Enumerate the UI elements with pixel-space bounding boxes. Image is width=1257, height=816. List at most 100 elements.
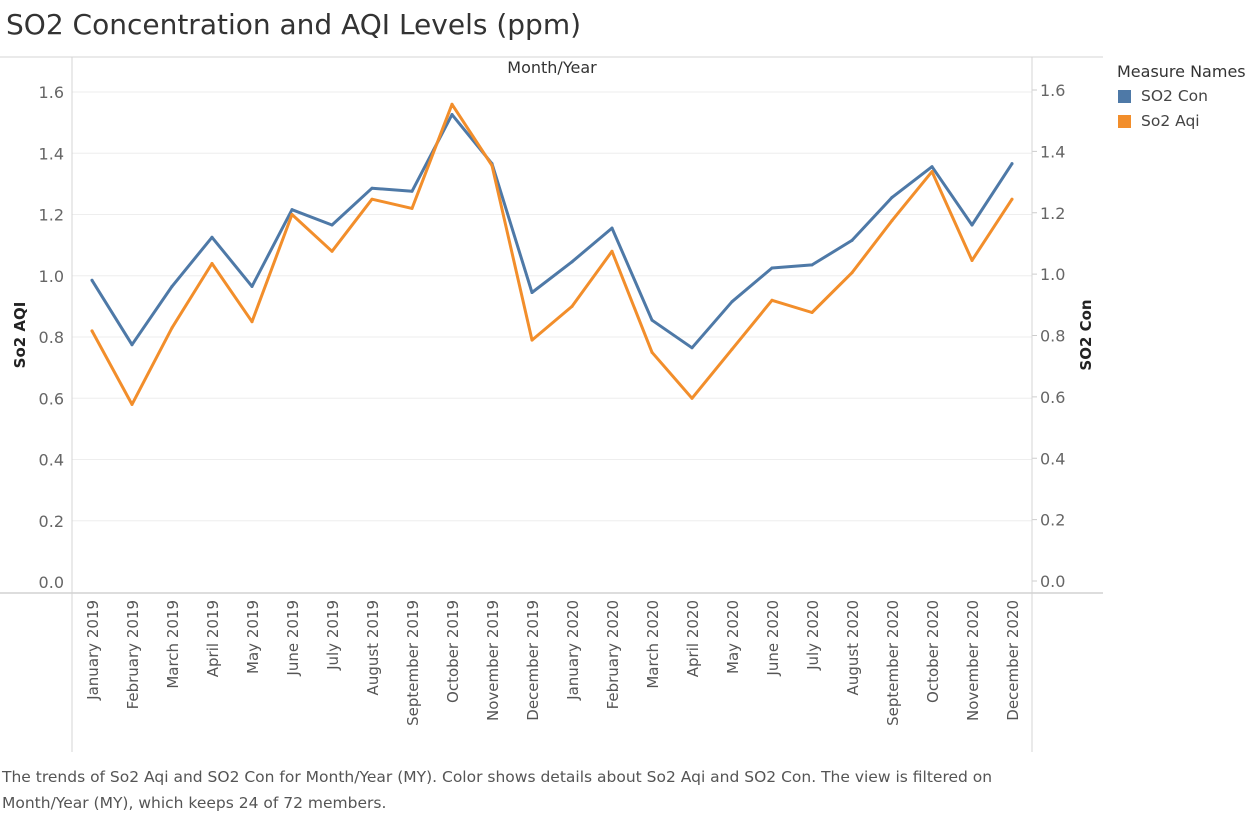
data-point: [330, 223, 334, 227]
y-right-tick-label: 1.4: [1040, 142, 1065, 161]
y-right-tick-label: 0.6: [1040, 388, 1065, 407]
data-point: [810, 263, 814, 267]
axes: 0.0 0.2 0.4 0.6 0.8 1.0 1.2 1.4 1.6 0.0 0.2 0.4 0.6 0…: [0, 56, 1103, 752]
x-tick-label: December 2019: [524, 600, 542, 721]
data-point: [810, 311, 814, 314]
x-tick-label: February 2020: [604, 600, 622, 709]
data-point: [890, 195, 894, 199]
data-point: [370, 186, 374, 190]
x-tick-label: January 2020: [564, 600, 582, 701]
y-right-tick-label: 0.8: [1040, 327, 1065, 346]
x-tick-label: June 2019: [284, 600, 302, 677]
chart-title: SO2 Concentration and AQI Levels (ppm): [6, 8, 582, 41]
x-tick-label: May 2019: [244, 600, 262, 674]
data-point: [730, 347, 734, 351]
data-point: [90, 329, 94, 333]
y-right-tick-label: 1.2: [1040, 204, 1065, 223]
data-point: [970, 258, 974, 262]
x-tick-label: August 2020: [844, 600, 862, 695]
x-tick-label: January 2019: [84, 600, 102, 701]
x-tick-label: July 2019: [324, 600, 342, 671]
grid-lines: [72, 91, 1032, 522]
y-right-tick-label: 0.2: [1040, 511, 1065, 530]
y-right-tick-label: 0.4: [1040, 449, 1065, 468]
data-point: [250, 284, 254, 288]
y-left-tick-label: 1.6: [39, 83, 64, 102]
y-right-tick-label: 1.0: [1040, 265, 1065, 284]
data-point: [90, 278, 94, 282]
y-left-tick-label: 1.0: [39, 267, 64, 286]
x-tick-label: April 2020: [684, 600, 702, 677]
legend-swatch-so2-con: [1118, 89, 1131, 103]
x-tick-label: December 2020: [1004, 600, 1022, 721]
data-point: [650, 318, 654, 322]
y-right-tick-label: 0.0: [1040, 572, 1065, 591]
legend-label-so2-con: SO2 Con: [1141, 87, 1208, 105]
data-point: [850, 271, 854, 275]
data-point: [730, 300, 734, 304]
data-point: [610, 226, 614, 230]
data-point: [410, 189, 414, 193]
data-point: [290, 213, 294, 216]
legend-swatch-so2-aqi: [1118, 114, 1131, 128]
data-point: [570, 260, 574, 264]
x-tick-label: July 2020: [804, 600, 822, 671]
x-tick-label: November 2019: [484, 600, 502, 721]
y-axis-left-title: So2 AQI: [11, 302, 29, 369]
data-point: [1010, 197, 1014, 201]
x-tick-label: August 2019: [364, 600, 382, 695]
data-point: [530, 291, 534, 295]
data-point: [570, 304, 574, 308]
data-point: [650, 350, 654, 354]
x-tick-label: April 2019: [204, 600, 222, 677]
y-left-tick-label: 0.4: [39, 451, 64, 470]
x-tick-label: June 2020: [764, 600, 782, 677]
data-point: [170, 326, 174, 330]
y-left-tick-label: 0.2: [39, 512, 64, 531]
legend-title: Measure Names: [1117, 62, 1246, 81]
data-point: [330, 249, 334, 253]
series-lines: [90, 102, 1014, 406]
data-point: [690, 396, 694, 400]
x-tick-label: March 2019: [164, 600, 182, 689]
data-point: [770, 298, 774, 302]
data-point: [130, 402, 134, 406]
y-left-tick-label: 0.8: [39, 328, 64, 347]
legend-item-so2-aqi[interactable]: So2 Aqi: [1118, 111, 1200, 131]
x-tick-label: March 2020: [644, 600, 662, 689]
chart-caption: The trends of So2 Aqi and SO2 Con for Mo…: [2, 768, 993, 812]
x-axis-title: Month/Year: [507, 58, 597, 77]
x-tick-label: September 2020: [884, 600, 902, 726]
y-left-tick-label: 1.4: [39, 144, 64, 163]
data-point: [410, 206, 414, 210]
data-point: [170, 284, 174, 288]
data-point: [490, 164, 494, 167]
x-tick-label: September 2019: [404, 600, 422, 726]
data-point: [690, 346, 694, 350]
data-point: [890, 219, 894, 223]
data-point: [130, 343, 134, 347]
x-tick-label: October 2020: [924, 600, 942, 703]
y-axis-right-title: SO2 Con: [1077, 299, 1095, 370]
data-point: [450, 102, 454, 106]
series-line-so2-aqi: [90, 102, 1014, 406]
data-point: [290, 208, 294, 212]
data-point: [250, 320, 254, 324]
data-point: [370, 197, 374, 201]
x-tick-label: February 2019: [124, 600, 142, 709]
data-point: [530, 338, 534, 342]
data-point: [930, 165, 934, 169]
data-point: [930, 170, 934, 174]
data-point: [210, 235, 214, 239]
data-point: [210, 262, 214, 265]
data-point: [1010, 162, 1014, 166]
y-left-tick-label: 0.0: [39, 573, 64, 592]
data-point: [770, 266, 774, 270]
y-left-tick-label: 1.2: [39, 206, 64, 225]
series-line-so2-con: [90, 113, 1014, 350]
data-point: [970, 223, 974, 227]
x-tick-label: October 2019: [444, 600, 462, 703]
legend-item-so2-con[interactable]: SO2 Con: [1118, 86, 1208, 106]
data-point: [610, 249, 614, 253]
